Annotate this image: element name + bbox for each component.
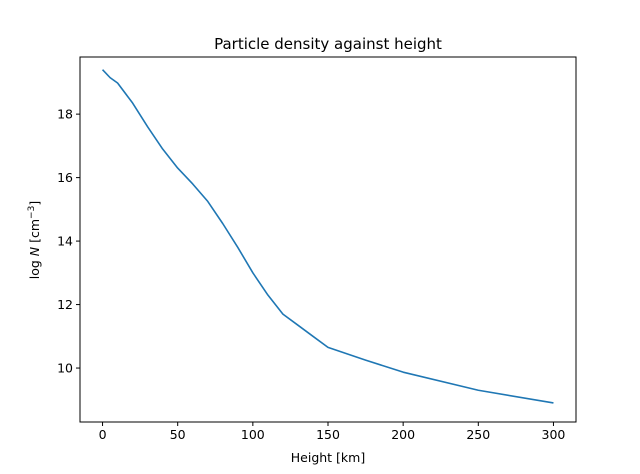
chart-title: Particle density against height — [214, 35, 442, 53]
x-tick-label: 50 — [170, 427, 186, 442]
y-tick-label: 14 — [57, 234, 73, 249]
y-axis-label-prefix: log — [27, 256, 42, 279]
x-tick-label: 300 — [542, 427, 566, 442]
y-axis-label-variable: N — [27, 246, 42, 256]
x-axis-label: Height [km] — [291, 450, 365, 465]
y-tick-label: 12 — [57, 297, 73, 312]
y-axis-label-unit: [cm — [27, 219, 42, 247]
y-axis-label: log N [cm−3] — [27, 201, 42, 279]
plot-marks — [101, 69, 554, 404]
y-axis-ticks: 10 12 14 16 18 — [57, 107, 80, 376]
x-tick-label: 150 — [316, 427, 340, 442]
y-axis-label-exponent: −3 — [27, 206, 37, 219]
x-tick-label: 0 — [99, 427, 107, 442]
y-tick-label: 16 — [57, 170, 73, 185]
series-line-0 — [101, 69, 554, 404]
x-tick-label: 250 — [466, 427, 490, 442]
y-tick-label: 10 — [57, 361, 73, 376]
y-axis-label-close: ] — [27, 201, 42, 206]
y-tick-label: 18 — [57, 107, 73, 122]
x-axis-ticks: 0 50 100 150 200 250 300 — [99, 422, 566, 442]
x-tick-label: 200 — [391, 427, 415, 442]
x-tick-label: 100 — [241, 427, 265, 442]
